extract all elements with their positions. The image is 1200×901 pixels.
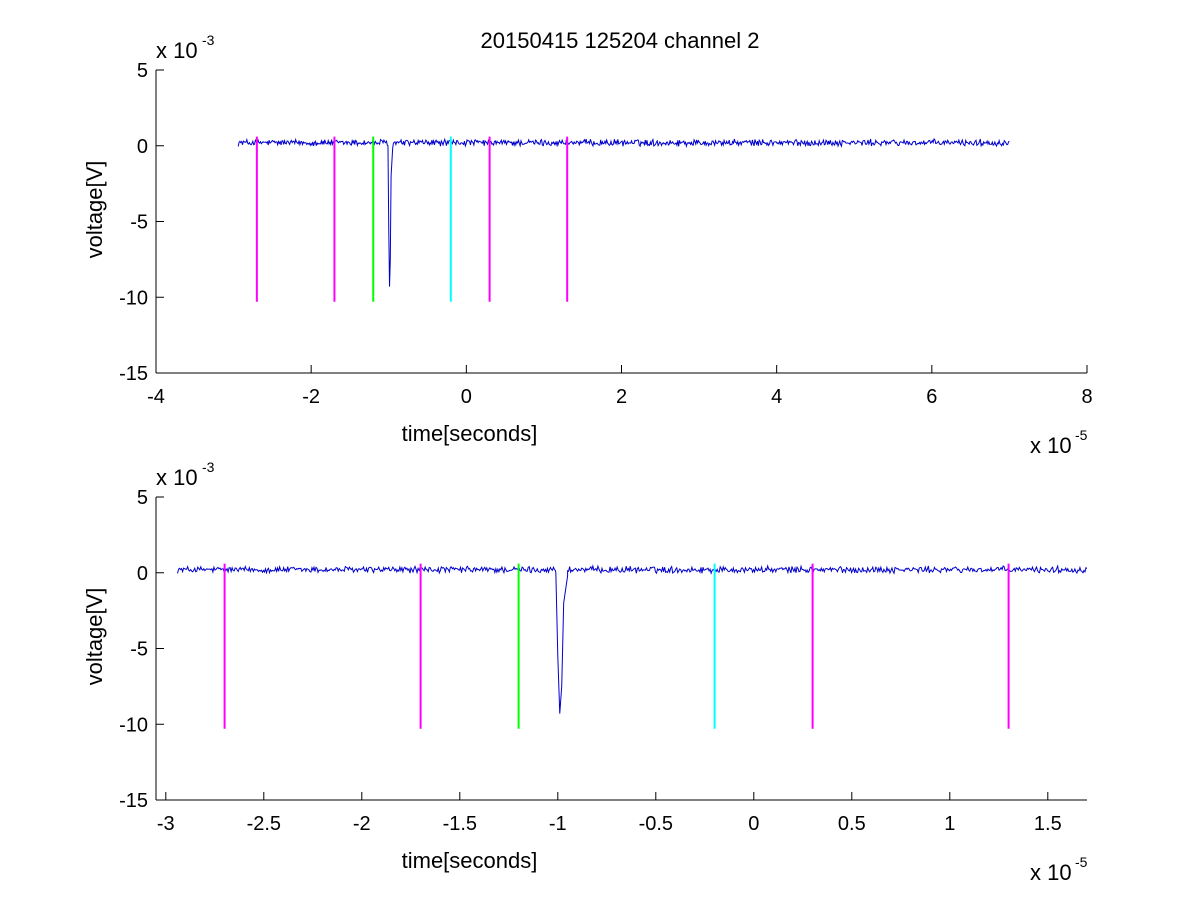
y-tick-label: 0 xyxy=(137,563,148,585)
figure-title: 20150415 125204 channel 2 xyxy=(481,28,760,53)
y-tick-label: -10 xyxy=(119,287,148,309)
x-tick-label: 2 xyxy=(616,386,627,408)
x-tick-label: 1 xyxy=(944,813,955,835)
y-axis-label: voltage[V] xyxy=(82,588,107,686)
x-axis-label: time[seconds] xyxy=(402,421,538,446)
y-exponent: -3 xyxy=(202,459,215,475)
y-tick-label: -5 xyxy=(130,212,148,234)
x-exponent: -5 xyxy=(1075,427,1088,443)
top-plot: 5 0 -5 -10 -15-4 -2 0 2 4 6 8 time[seconds] voltage[… xyxy=(82,32,1093,458)
y-exponent: -3 xyxy=(202,32,215,48)
x-tick-label: 8 xyxy=(1081,386,1092,408)
signal-trace xyxy=(177,564,1087,714)
y-tick-label: -10 xyxy=(119,714,148,736)
y-tick-label: -15 xyxy=(119,790,148,812)
x-tick-label: -4 xyxy=(147,386,165,408)
x-tick-label: 6 xyxy=(926,386,937,408)
x-tick-label: 1.5 xyxy=(1034,813,1062,835)
x-exponent: -5 xyxy=(1075,854,1088,870)
x-tick-label: 0 xyxy=(461,386,472,408)
x-tick-label: -2 xyxy=(302,386,320,408)
y-tick-label: 5 xyxy=(137,487,148,509)
x-tick-label: -1.5 xyxy=(443,813,477,835)
y-tick-label: 5 xyxy=(137,60,148,82)
x-tick-label: 0 xyxy=(748,813,759,835)
x-tick-label: -2.5 xyxy=(247,813,281,835)
x-axis-label: time[seconds] xyxy=(402,848,538,873)
x-multiplier: x 10 xyxy=(1030,433,1072,458)
y-tick-label: 0 xyxy=(137,136,148,158)
signal-trace xyxy=(237,137,1010,287)
x-tick-label: -0.5 xyxy=(639,813,673,835)
x-tick-label: -2 xyxy=(353,813,371,835)
y-axis-label: voltage[V] xyxy=(82,161,107,259)
bottom-plot: 5 0 -5 -10 -15 -3 -2.5 -2 -1.5 -1 -0.5 0 0.5 1 1.5 time… xyxy=(82,459,1088,885)
y-multiplier: x 10 xyxy=(156,465,198,490)
y-tick-label: -5 xyxy=(130,639,148,661)
x-tick-label: -3 xyxy=(157,813,175,835)
x-tick-label: -1 xyxy=(549,813,567,835)
x-tick-label: 0.5 xyxy=(838,813,866,835)
x-tick-label: 4 xyxy=(771,386,782,408)
y-multiplier: x 10 xyxy=(156,38,198,63)
x-multiplier: x 10 xyxy=(1030,860,1072,885)
y-tick-label: -15 xyxy=(119,363,148,385)
